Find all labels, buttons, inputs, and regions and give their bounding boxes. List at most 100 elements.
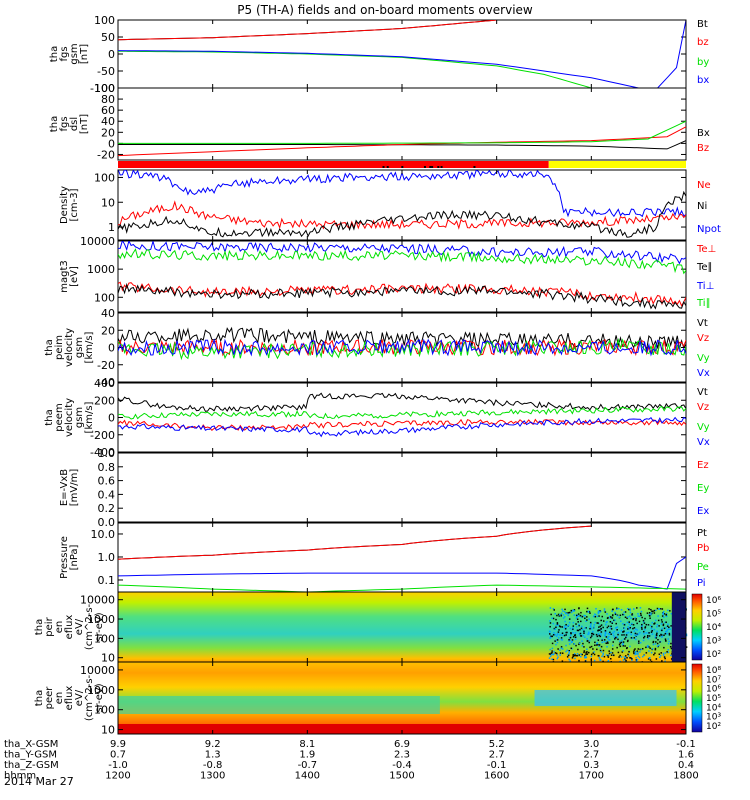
y-axis-label: velocity [64,328,75,367]
spec-pixel [607,642,609,644]
spec-pixel [575,654,577,657]
spec-pixel [661,629,663,632]
spec-pixel [609,631,611,634]
spec-pixel [635,619,637,622]
spec-pixel [587,610,590,613]
spec-pixel [552,622,555,625]
spec-pixel [593,659,596,662]
spec-pixel [624,616,627,619]
spec-pixel [632,617,635,620]
spec-pixel [588,641,590,644]
spec-pixel [592,633,595,636]
spec-pixel [594,641,596,644]
spec-pixel [604,635,606,637]
spec-pixel [619,614,622,617]
spec-pixel [562,610,564,612]
spec-pixel [663,627,666,630]
y-axis-label: eflux [64,615,75,640]
spec-pixel [583,632,585,634]
spec-pixel [555,652,558,655]
spec-pixel [580,620,582,623]
y-axis-label: sr-eV) [94,612,105,641]
spec-pixel [573,653,576,655]
spec-pixel [573,643,576,645]
spec-pixel [616,607,618,609]
spec-pixel [623,624,626,626]
spec-pixel [570,632,572,634]
spec-pixel [603,639,606,641]
mode-bar-panel [118,161,686,168]
spec-pixel [560,637,563,639]
spec-pixel [586,648,588,651]
spec-pixel [621,643,624,646]
spec-pixel [600,633,602,635]
legend-entry: Ti∥ [696,298,711,309]
series-line-bx [118,20,686,88]
spec-pixel [645,623,648,626]
spec-pixel [554,628,556,631]
x-row-value: 9.2 [205,739,221,750]
series-line-te [118,282,686,310]
spec-pixel [614,612,617,614]
series-line-vx [118,416,686,438]
spec-pixel [556,623,559,625]
spec-pixel [616,646,618,649]
spec-pixel [654,652,656,654]
spec-pixel [565,626,567,629]
series-line-by [118,50,592,88]
spec-pixel [612,634,615,637]
spec-pixel [568,637,571,639]
x-row-value: 1300 [200,771,225,782]
spec-pixel [644,627,646,629]
spec-pixel [563,634,566,637]
spec-pixel [555,626,557,629]
spec-pixel [564,616,566,618]
spec-pixel [556,633,559,635]
spec-pixel [567,625,569,627]
spec-pixel [624,638,626,640]
spec-pixel [655,637,658,639]
spec-pixel [656,623,659,626]
colorbar-tick-label: 10² [706,650,721,660]
spec-pixel [645,652,648,654]
spec-pixel [663,634,665,637]
spec-pixel [664,657,666,660]
y-axis-label: [eV] [69,266,80,287]
spec-band [118,724,686,734]
spec-pixel [556,622,559,624]
y-axis-label: [nPa] [69,544,80,570]
spec-pixel [661,615,664,617]
spec-pixel [577,613,580,615]
legend-entry: Ex [697,506,709,517]
spec-pixel [572,628,574,630]
mode-marker [423,166,426,168]
spec-pixel [568,638,570,641]
spec-pixel [589,621,592,624]
spec-pixel [612,644,614,647]
spec-pixel [601,615,604,618]
spec-pixel [647,624,650,626]
spec-pixel [664,621,666,624]
spec-pixel [581,625,583,628]
spec-pixel [614,638,616,640]
spec-pixel [614,611,616,614]
spec-pixel [663,610,665,613]
spec-pixel [659,634,661,637]
spec-pixel [627,607,629,610]
spec-pixel [581,645,584,647]
colorbar-tick-label: 10⁵ [706,694,721,704]
spec-pixel [599,611,601,613]
spec-pixel [642,630,645,633]
spec-pixel [636,633,638,635]
spec-pixel [652,643,655,646]
spec-pixel [587,611,590,613]
spec-pixel [579,632,582,635]
spec-pixel [619,654,621,657]
x-row-value: 1400 [295,771,320,782]
spec-pixel [623,630,625,632]
spec-pixel [636,629,638,631]
y-tick-label: 20 [101,126,115,139]
colorbar-tick-label: 10³ [706,637,721,647]
spec-pixel [586,653,589,655]
y-axis-label: gsm [74,337,85,358]
